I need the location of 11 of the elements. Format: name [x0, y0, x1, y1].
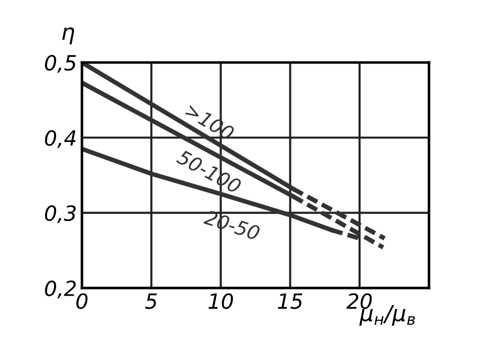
y-tick-label: 0,3: [44, 205, 76, 224]
y-tick-label: 0,5: [44, 54, 76, 73]
x-tick-label: 0: [76, 293, 88, 309]
y-tick-label: 0,4: [44, 130, 76, 148]
text: >100: [184, 102, 236, 142]
x-tick-label: 10: [208, 293, 233, 309]
y-tick-label: 0,2: [44, 280, 76, 298]
y-axis-title: η: [62, 27, 74, 44]
x-tick-label: 5: [145, 294, 157, 309]
text: 20-50: [203, 209, 261, 241]
x-tick-label: 15: [278, 294, 302, 309]
